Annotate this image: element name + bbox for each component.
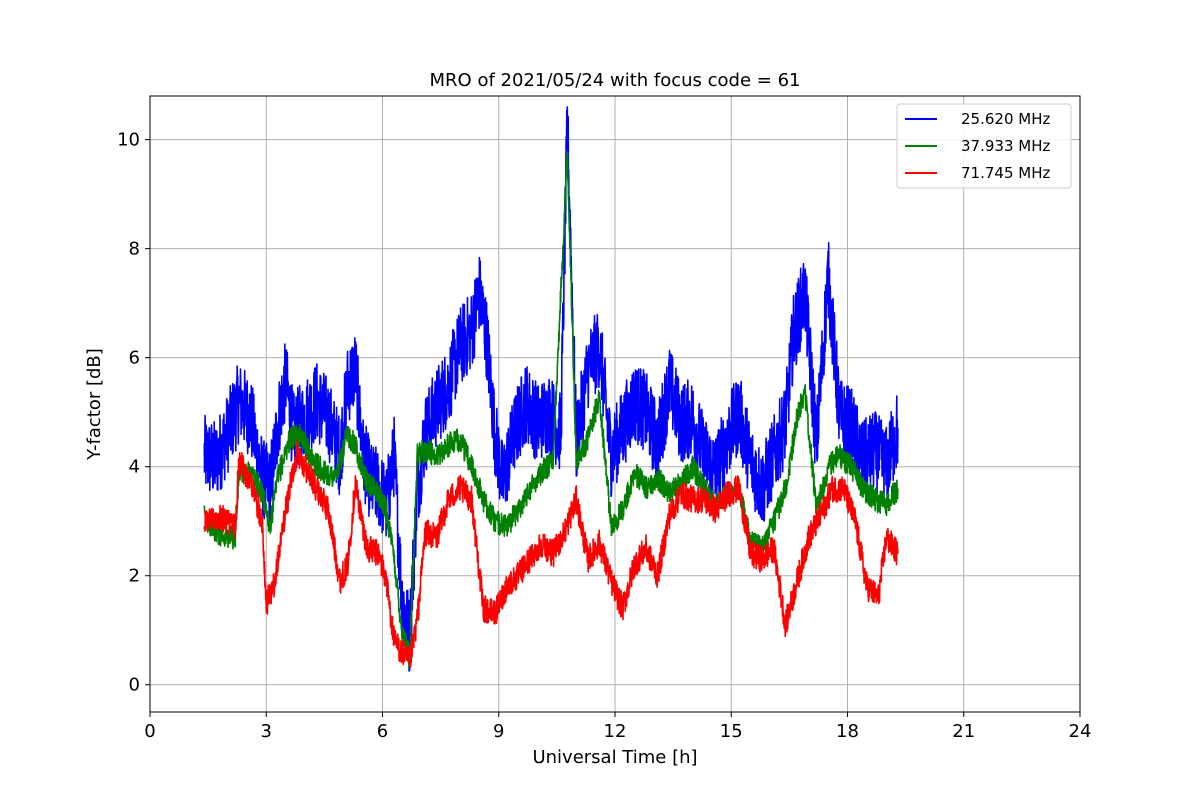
x-tick-label: 0 [144, 721, 155, 742]
x-tick-label: 21 [952, 721, 975, 742]
y-tick-label: 8 [129, 239, 140, 260]
x-tick-label: 3 [261, 721, 272, 742]
x-tick-label: 6 [377, 721, 388, 742]
y-tick-label: 2 [129, 566, 140, 587]
x-tick-label: 24 [1069, 721, 1092, 742]
chart-title: MRO of 2021/05/24 with focus code = 61 [430, 70, 801, 91]
series-line-2 [203, 151, 899, 669]
legend-label: 37.933 MHz [961, 137, 1050, 155]
series-layer [203, 106, 899, 672]
x-tick-label: 9 [493, 721, 504, 742]
y-axis-label: Y-factor [dB] [84, 348, 105, 461]
y-tick-label: 10 [117, 130, 140, 151]
x-axis-label: Universal Time [h] [532, 747, 697, 768]
y-tick-label: 4 [129, 457, 140, 478]
x-tick-label: 12 [604, 721, 627, 742]
x-tick-label: 18 [836, 721, 859, 742]
x-tick-label: 15 [720, 721, 743, 742]
y-tick-label: 6 [129, 348, 140, 369]
y-tick-label: 0 [129, 675, 140, 696]
legend-label: 25.620 MHz [961, 110, 1050, 128]
legend-box [896, 103, 1072, 189]
legend: 25.620 MHz 37.933 MHz 71.745 MHz [896, 103, 1072, 189]
series-line-3 [203, 439, 899, 668]
legend-label: 71.745 MHz [961, 164, 1050, 182]
